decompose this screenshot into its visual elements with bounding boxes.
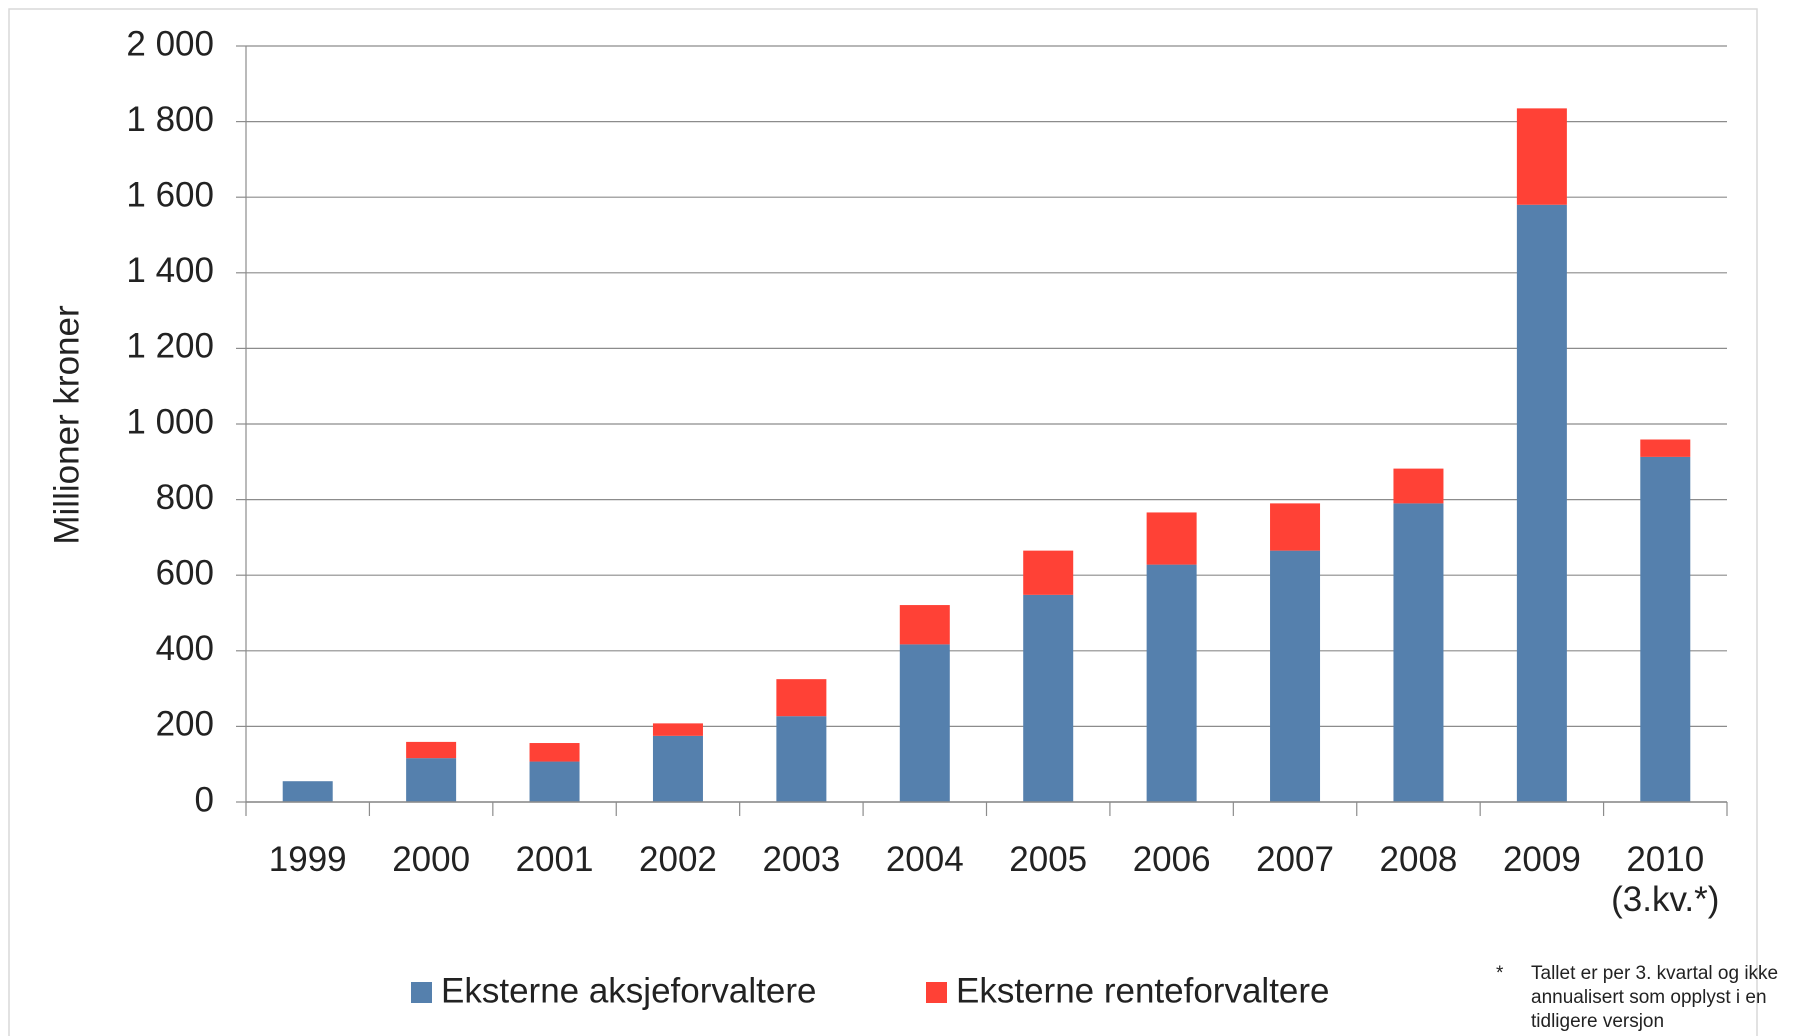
y-tick-label: 2 000 [126,24,214,63]
bar-segment [1023,550,1074,595]
y-tick-label: 1 600 [126,175,214,214]
x-tick-label: 1999 [268,840,347,879]
x-tick-label: 2004 [885,840,964,879]
x-tick-label: 2002 [639,840,717,879]
x-tick-label: 2010 (3.kv.*) [1611,840,1720,919]
bar-segment [1393,468,1444,504]
chart-frame [8,8,1758,1036]
x-tick-label: 2006 [1132,840,1211,879]
bar-segment [1516,204,1567,802]
x-tick-label: 2007 [1256,840,1334,879]
bar-segment [899,605,950,645]
x-tick-label: 2008 [1379,840,1458,879]
bar-segment [406,741,457,759]
footnote-marker: * [1496,963,1504,984]
x-tick-label: 2000 [392,840,471,879]
y-tick-label: 800 [156,478,214,517]
legend-swatch [926,982,947,1003]
y-axis-title: Millioner kroner [47,305,86,545]
footnote: Tallet er per 3. kvartal og ikke annuali… [1531,963,1779,1032]
bar-segment [652,735,703,802]
bar-segment [1146,512,1197,565]
y-tick-label: 1 200 [126,327,214,366]
bar-segment [529,743,580,762]
legend-label: Eksterne renteforvaltere [956,971,1330,1010]
legend-swatch [411,982,432,1003]
y-tick-label: 0 [195,780,214,819]
bar-segment [652,723,703,736]
bar-segment [282,781,333,802]
x-tick-label: 2003 [762,840,841,879]
bar-segment [1516,108,1567,205]
y-tick-label: 1 400 [126,251,214,290]
bar-segment [1270,550,1321,802]
bar-segment [1270,503,1321,551]
bar-segment [1393,503,1444,802]
bar-segment [1640,456,1691,802]
bar-segment [776,716,827,802]
bar-segment [1640,439,1691,457]
y-tick-label: 600 [156,553,214,592]
y-tick-label: 200 [156,705,214,744]
bar-segment [406,758,457,802]
bar-segment [899,644,950,802]
bar-segment [1146,564,1197,802]
x-tick-label: 2005 [1009,840,1088,879]
y-tick-label: 1 800 [126,100,214,139]
bar-segment [1023,594,1074,802]
bar-segment [776,679,827,717]
y-tick-label: 400 [156,629,214,668]
x-tick-label: 2009 [1502,840,1581,879]
y-tick-label: 1 000 [126,402,214,441]
bar-segment [529,761,580,802]
legend-label: Eksterne aksjeforvaltere [441,971,816,1010]
x-tick-label: 2001 [515,840,594,879]
